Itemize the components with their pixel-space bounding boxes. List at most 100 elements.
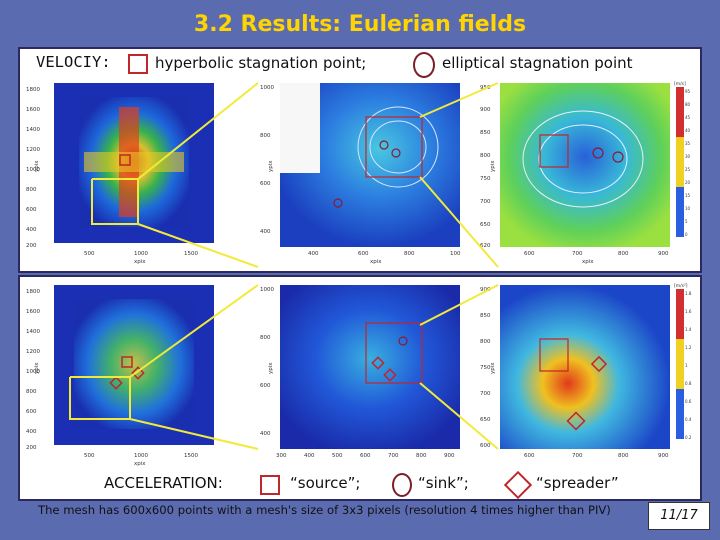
colorbar-tick: 10 <box>685 206 691 211</box>
ytick: 1800 <box>26 289 40 295</box>
colorbar-label: [m/s²] <box>674 283 688 289</box>
xtick: 100 <box>450 251 461 257</box>
ylabel: ypix <box>34 160 40 172</box>
acceleration-plot-zoom1-svg: 1000 800 600 400 300 400 500 600 700 800… <box>260 285 460 459</box>
ytick: 1000 <box>260 85 274 91</box>
xtick: 600 <box>524 251 535 257</box>
velocity-plot-zoom1: 1000 800 600 400 400 600 800 100 xpix yp… <box>258 77 468 267</box>
sink-marker-icon <box>392 473 412 497</box>
xtick: 1500 <box>184 251 198 257</box>
ytick: 750 <box>480 365 491 371</box>
xtick: 600 <box>524 453 535 459</box>
colorbar-tick: 0 <box>685 232 688 237</box>
colorbar-tick: 20 <box>685 180 691 185</box>
colorbar-tick: 0.4 <box>685 417 692 422</box>
ytick: 400 <box>26 429 37 435</box>
colorbar-label: [m/s] <box>674 81 686 87</box>
colorbar-tick: 1.4 <box>685 327 692 332</box>
ytick: 750 <box>480 176 491 182</box>
xtick: 900 <box>658 251 669 257</box>
source-text: “source”; <box>290 474 361 492</box>
ytick: 400 <box>26 227 37 233</box>
xtick: 700 <box>572 251 583 257</box>
ytick: 650 <box>480 222 491 228</box>
acceleration-plot-zoom2: [m/s²] 1.8 1.6 1.4 1.2 1 0.8 0.6 0.4 0.2… <box>478 279 696 461</box>
acceleration-plot-zoom2-svg: [m/s²] 1.8 1.6 1.4 1.2 1 0.8 0.6 0.4 0.2… <box>480 283 692 459</box>
xtick: 600 <box>360 453 371 459</box>
ytick: 600 <box>26 207 37 213</box>
colorbar-tick: 1.2 <box>685 345 692 350</box>
colorbar-tick: 1.6 <box>685 309 692 314</box>
ytick: 800 <box>26 389 37 395</box>
colorbar-tick: 0.6 <box>685 399 692 404</box>
velocity-plot-full-svg: 1800 1600 1400 1200 1000 800 600 400 200… <box>26 83 214 265</box>
ytick: 850 <box>480 130 491 136</box>
elliptical-text: elliptical stagnation point <box>442 54 633 72</box>
xtick: 500 <box>84 251 95 257</box>
xlabel: xpix <box>370 259 382 265</box>
ytick: 400 <box>260 431 271 437</box>
ytick: 800 <box>26 187 37 193</box>
xtick: 300 <box>276 453 287 459</box>
colorbar-tick: 40 <box>685 128 691 133</box>
colorbar-tick: 45 <box>685 115 691 120</box>
colorbar-tick: 35 <box>685 141 691 146</box>
colorbar-tick: 25 <box>685 167 691 172</box>
mesh-note: The mesh has 600x600 points with a mesh'… <box>38 503 611 517</box>
acceleration-panel: 1800 1600 1400 1200 1000 800 600 400 200… <box>18 275 702 501</box>
ytick: 650 <box>480 417 491 423</box>
ytick: 200 <box>26 445 37 451</box>
xtick: 700 <box>572 453 583 459</box>
xtick: 800 <box>618 453 629 459</box>
page-number: 11/17 <box>648 502 710 530</box>
sink-text: “sink”; <box>418 474 469 492</box>
ylabel: ypix <box>490 362 496 374</box>
colorbar-tick: 1.8 <box>685 291 692 296</box>
xlabel: xpix <box>134 461 146 467</box>
xtick: 800 <box>618 251 629 257</box>
xlabel: xpix <box>134 259 146 265</box>
xtick: 600 <box>358 251 369 257</box>
ytick: 1200 <box>26 147 40 153</box>
ytick: 1200 <box>26 349 40 355</box>
xtick: 400 <box>308 251 319 257</box>
velocity-plot-full: 1800 1600 1400 1200 1000 800 600 400 200… <box>24 77 244 267</box>
colorbar-tick: 80 <box>685 102 691 107</box>
acceleration-zoom-lines <box>69 284 499 450</box>
ylabel: ypix <box>34 362 40 374</box>
ytick: 700 <box>480 391 491 397</box>
ytick: 1000 <box>26 167 40 173</box>
xtick: 700 <box>388 453 399 459</box>
velocity-label: VELOCIY: <box>36 53 111 71</box>
ylabel: ypix <box>490 160 496 172</box>
xtick: 1000 <box>134 251 148 257</box>
spreader-text: “spreader” <box>536 474 619 492</box>
velocity-plot-zoom2: [m/s] 95 80 45 40 35 30 25 20 15 10 5 0 … <box>478 77 696 267</box>
xtick: 900 <box>444 453 455 459</box>
ytick: 1600 <box>26 107 40 113</box>
ylabel: ypix <box>268 362 274 374</box>
source-marker-icon <box>260 475 280 495</box>
elliptical-marker-icon <box>413 52 435 78</box>
ytick: 1400 <box>26 329 40 335</box>
xtick: 1500 <box>184 453 198 459</box>
ytick: 600 <box>260 181 271 187</box>
colorbar-tick: 1 <box>685 363 688 368</box>
colorbar-tick: 0.2 <box>685 435 692 440</box>
velocity-plot-zoom2-svg: [m/s] 95 80 45 40 35 30 25 20 15 10 5 0 … <box>480 81 691 265</box>
xtick: 500 <box>332 453 343 459</box>
ytick: 620 <box>480 243 491 249</box>
xtick: 400 <box>304 453 315 459</box>
ytick: 800 <box>480 153 491 159</box>
xlabel: xpix <box>582 259 594 265</box>
ytick: 600 <box>260 383 271 389</box>
ytick: 400 <box>260 229 271 235</box>
xtick: 500 <box>84 453 95 459</box>
ytick: 900 <box>480 287 491 293</box>
ytick: 700 <box>480 199 491 205</box>
velocity-panel: VELOCIY: hyperbolic stagnation point; el… <box>18 47 702 273</box>
acceleration-plot-zoom1: 1000 800 600 400 300 400 500 600 700 800… <box>258 279 468 461</box>
colorbar-tick: 30 <box>685 154 691 159</box>
ytick: 900 <box>480 107 491 113</box>
ytick: 600 <box>480 443 491 449</box>
